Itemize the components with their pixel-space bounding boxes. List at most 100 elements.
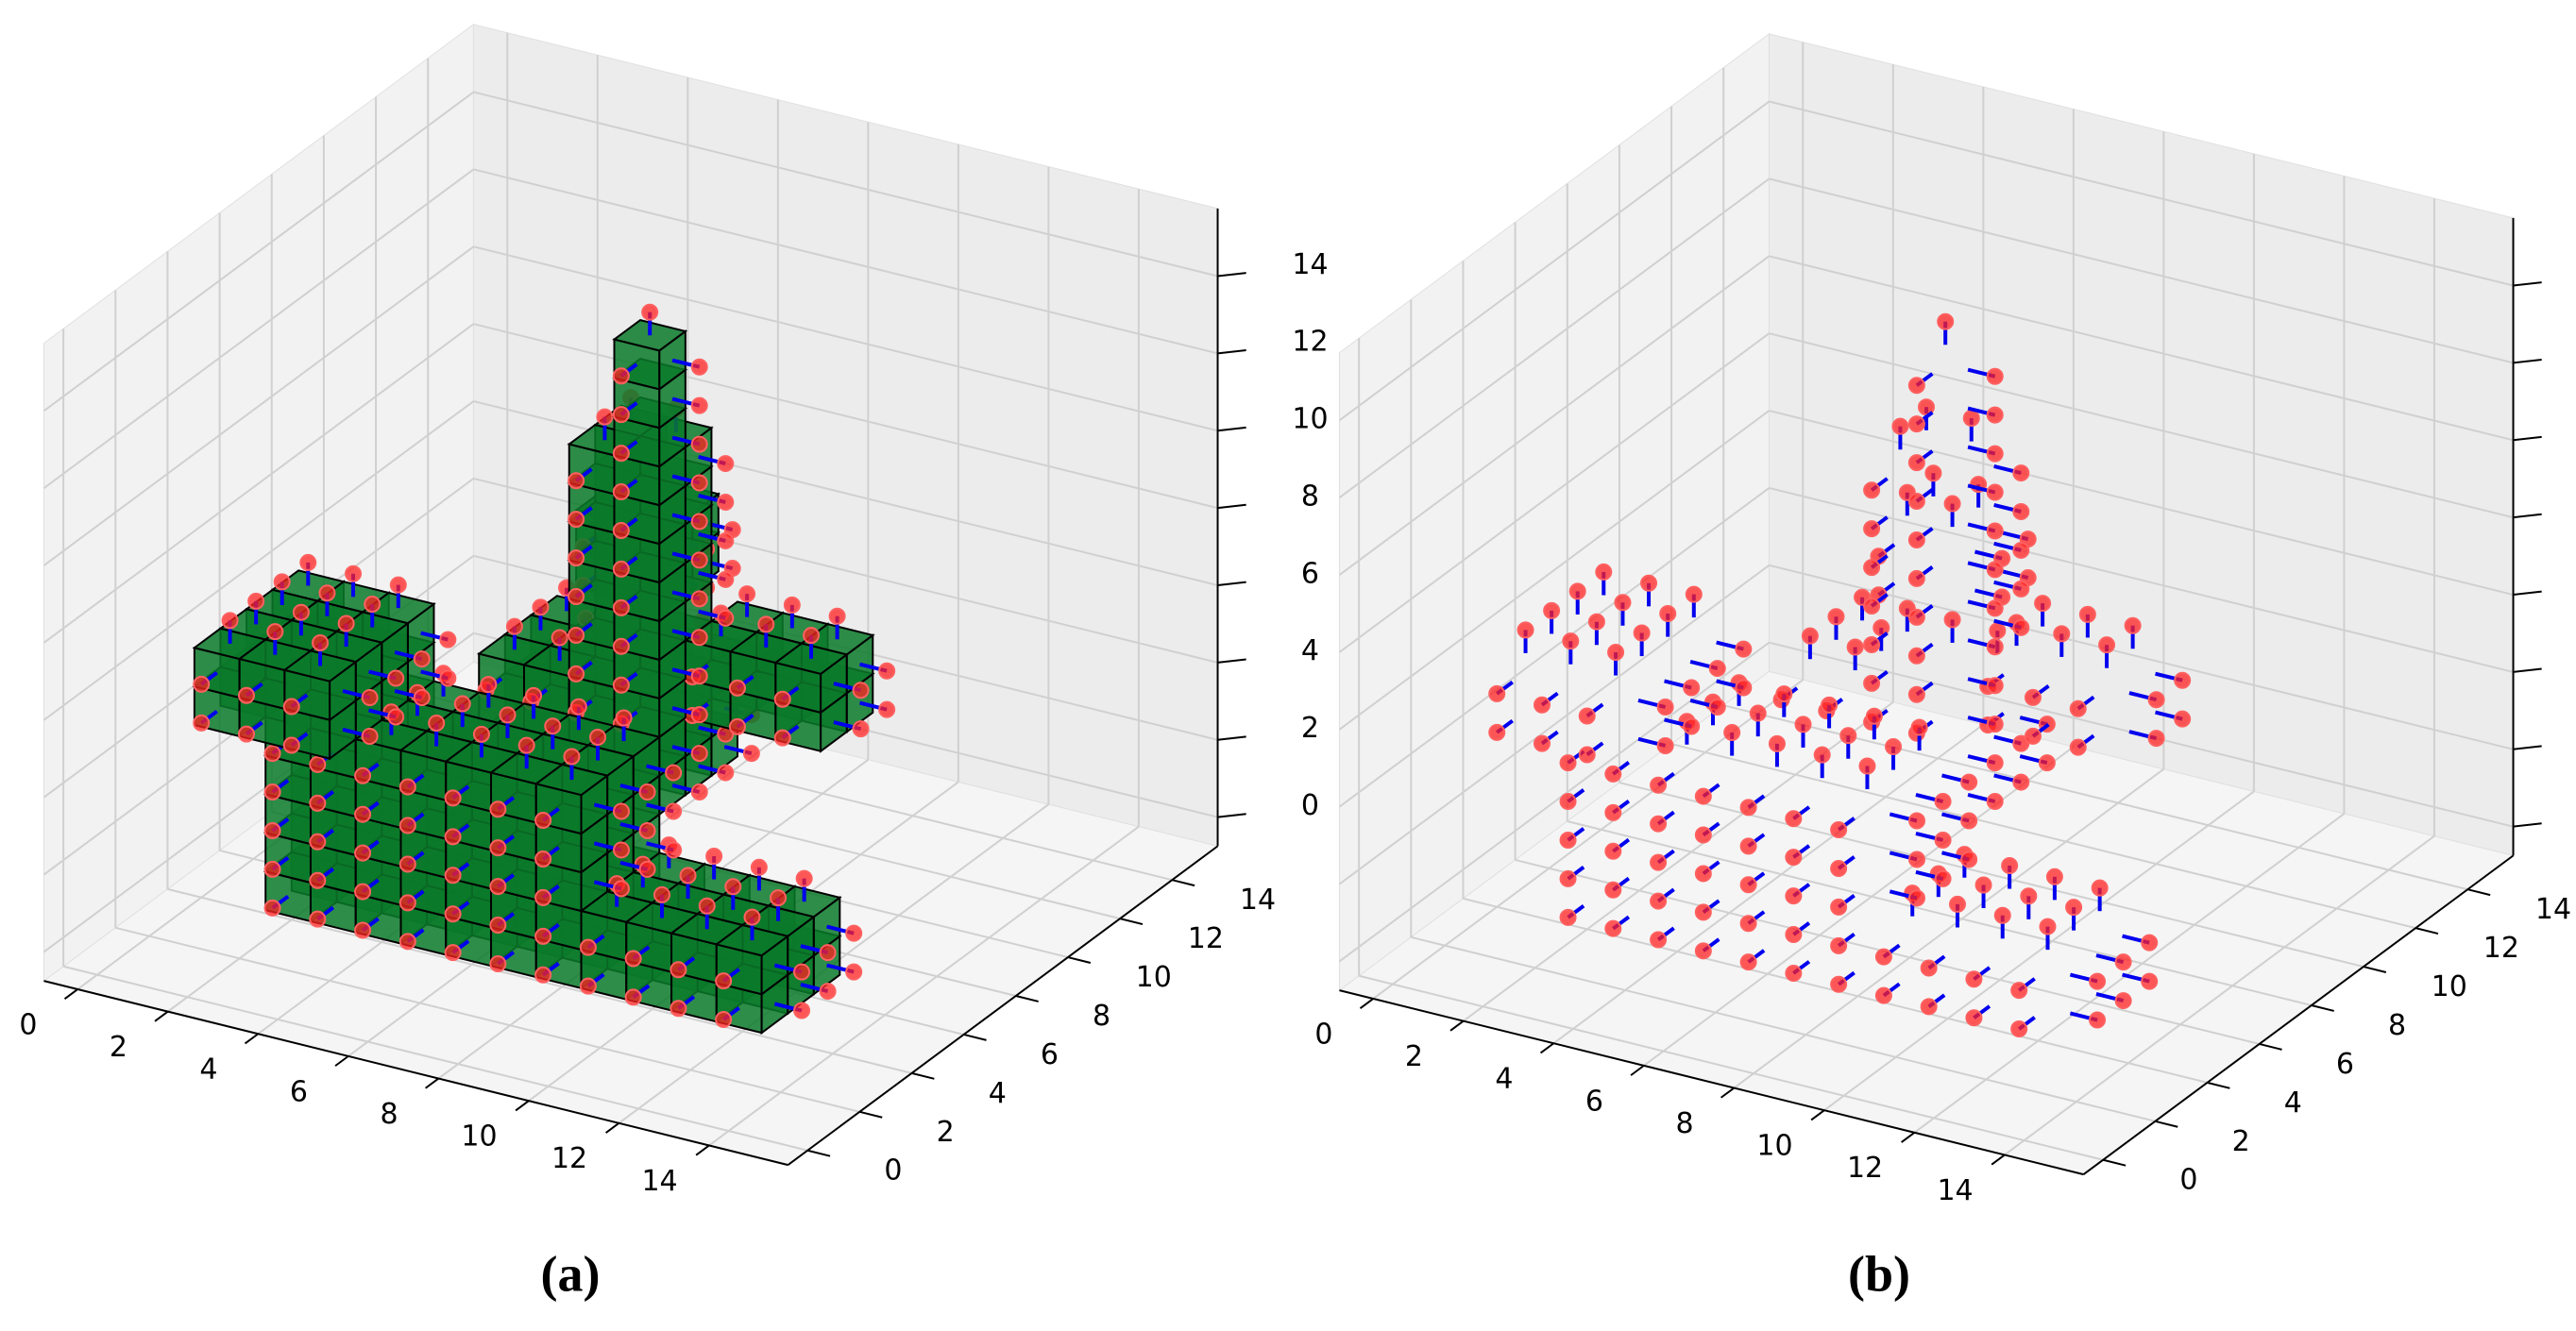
tick-mark xyxy=(2513,435,2542,442)
point xyxy=(2001,856,2019,874)
grid-line xyxy=(473,323,1218,510)
point xyxy=(1614,594,1632,612)
point xyxy=(1785,964,1803,982)
point xyxy=(398,933,416,951)
point xyxy=(489,954,507,972)
point xyxy=(345,564,363,582)
axis-line xyxy=(787,845,1219,1166)
point xyxy=(669,1000,687,1018)
point xyxy=(489,800,507,818)
point xyxy=(309,755,327,773)
point xyxy=(1587,613,1605,631)
grid-line xyxy=(1338,487,1771,808)
point xyxy=(612,367,630,385)
point xyxy=(444,828,462,846)
point xyxy=(1962,410,1980,428)
point xyxy=(679,867,697,885)
point xyxy=(1863,635,1881,653)
voxel-face xyxy=(714,923,790,957)
point xyxy=(551,629,568,647)
point xyxy=(2012,541,2030,559)
point xyxy=(354,767,372,784)
point xyxy=(398,778,416,796)
point xyxy=(2147,691,2165,709)
x-tick-label: 12 xyxy=(1847,1152,1883,1185)
point xyxy=(690,474,708,492)
tick-mark xyxy=(2363,966,2387,973)
point xyxy=(299,553,317,571)
point xyxy=(568,588,585,606)
point xyxy=(1794,716,1812,733)
point xyxy=(1543,601,1561,619)
point xyxy=(1863,520,1881,538)
point xyxy=(738,585,756,603)
point xyxy=(263,783,281,801)
tick-mark xyxy=(1720,1087,1735,1099)
z-tick-label: 12 xyxy=(1292,326,1328,359)
y-tick-label: 6 xyxy=(1041,1038,1059,1071)
point xyxy=(1604,765,1622,783)
point xyxy=(2091,879,2109,897)
grid-line xyxy=(473,245,1218,432)
point xyxy=(728,679,746,697)
point xyxy=(1739,876,1757,894)
grid-line xyxy=(473,168,1218,355)
tick-mark xyxy=(1015,995,1039,1002)
point xyxy=(1650,776,1668,794)
point xyxy=(266,623,284,641)
tick-mark xyxy=(1217,581,1246,587)
point xyxy=(2038,754,2056,772)
point xyxy=(724,878,742,896)
tick-mark xyxy=(1217,735,1246,741)
point xyxy=(757,615,775,633)
point xyxy=(1568,582,1586,600)
grid-line xyxy=(1769,564,2514,750)
point xyxy=(1735,679,1753,697)
y-tick-label: 4 xyxy=(989,1077,1007,1110)
point xyxy=(1907,493,1925,511)
point xyxy=(1683,679,1701,697)
point xyxy=(845,963,863,981)
point xyxy=(569,698,587,716)
point xyxy=(354,805,372,823)
point xyxy=(1694,942,1712,960)
grid-line xyxy=(1338,564,1771,885)
point xyxy=(2039,918,2057,935)
grid-line xyxy=(1338,177,1771,498)
tick-mark xyxy=(515,1100,530,1112)
point xyxy=(638,783,656,801)
point xyxy=(1907,454,1925,472)
point xyxy=(1533,734,1551,752)
grid-line xyxy=(1338,332,1771,653)
tick-mark xyxy=(244,1033,259,1045)
point xyxy=(1578,746,1596,764)
grid-line xyxy=(62,965,808,1152)
tick-mark xyxy=(859,1110,883,1119)
point xyxy=(312,633,330,651)
point xyxy=(1937,312,1955,330)
tick-mark xyxy=(1119,918,1144,926)
grid-line xyxy=(42,91,475,413)
point xyxy=(1708,699,1726,716)
point xyxy=(612,445,630,463)
point xyxy=(1865,707,1883,725)
point xyxy=(1986,445,2004,463)
grid-line xyxy=(1769,410,2514,597)
point xyxy=(717,455,735,473)
point xyxy=(1685,585,1703,603)
point xyxy=(1578,707,1596,725)
point xyxy=(2020,887,2038,905)
point xyxy=(309,871,327,889)
point xyxy=(1785,849,1803,867)
x-tick-label: 10 xyxy=(1756,1130,1792,1163)
point xyxy=(2141,972,2159,990)
point xyxy=(2174,671,2192,689)
point xyxy=(1907,889,1925,907)
point xyxy=(715,1011,733,1029)
tick-mark xyxy=(63,988,78,1001)
tick-mark xyxy=(2513,590,2542,597)
caption: (a) xyxy=(541,1245,601,1302)
point xyxy=(770,889,788,907)
point xyxy=(1488,684,1506,702)
tick-mark xyxy=(1217,503,1246,510)
